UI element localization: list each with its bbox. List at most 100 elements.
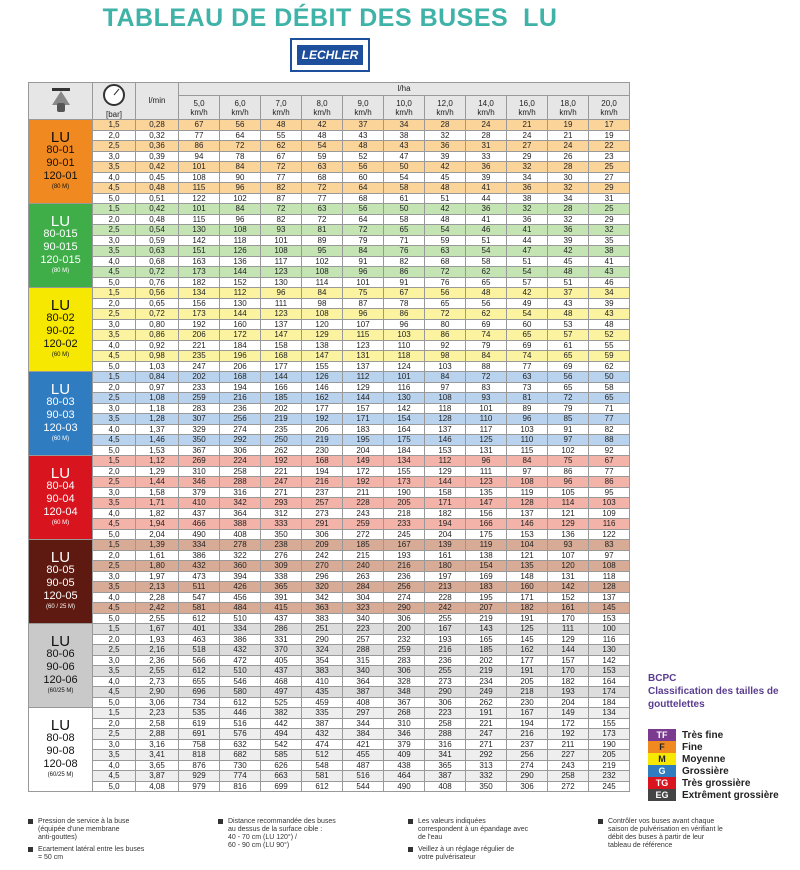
cell: 459 (301, 696, 343, 708)
cell: 205 (587, 749, 631, 761)
cell: 290 (424, 686, 466, 698)
cell: 221 (260, 465, 302, 477)
cell: 147 (465, 497, 507, 509)
cell: 84 (424, 371, 466, 383)
cell: 255 (424, 665, 466, 677)
cell: 169 (465, 570, 507, 582)
cell: 232 (587, 770, 631, 782)
cell: 3,0 (92, 402, 136, 414)
cell: 438 (383, 759, 425, 771)
cell: 139 (424, 539, 466, 551)
cell: 172 (547, 717, 589, 729)
cell: 24 (547, 140, 589, 152)
data-row: 2,5 2,88 691 576 494 432 384 346 288 247 216 192 173 (28, 728, 631, 740)
data-row: 4,0 2,28 547 456 391 342 304 274 228 195 171 152 137 (28, 591, 631, 603)
cell: 3,0 (92, 738, 136, 750)
cell: 56 (424, 287, 466, 299)
cell: 5,0 (92, 444, 136, 456)
cell: 286 (260, 623, 302, 635)
cell: 3,0 (92, 654, 136, 666)
cell: 1,5 (92, 119, 136, 131)
data-row: 3,0 2,36 566 472 405 354 315 283 236 202 177 157 142 (28, 654, 631, 666)
cell: 134 (383, 455, 425, 467)
cell: 328 (383, 675, 425, 687)
cell: 338 (260, 570, 302, 582)
cell: 4,0 (92, 171, 136, 183)
cell: 4,0 (92, 423, 136, 435)
cell: 190 (587, 738, 631, 750)
cell: 2,42 (135, 602, 179, 614)
cell: 123 (260, 308, 302, 320)
cell: 36 (424, 140, 466, 152)
data-row: LU 80-015 90-015 120-015 (80 M) 1,5 0,42 101 84 7… (28, 203, 631, 288)
cell: 137 (260, 318, 302, 330)
cell: 130 (383, 392, 425, 404)
flow-head: l/min (135, 82, 179, 120)
cell: 58 (587, 381, 631, 393)
cell: 67 (587, 455, 631, 467)
cell: 364 (219, 507, 261, 519)
nozzle-icon (28, 82, 93, 120)
cell: 24 (465, 119, 507, 131)
cell: 202 (178, 371, 220, 383)
cell: 3,5 (92, 581, 136, 593)
cell: 612 (301, 780, 343, 792)
cell: 59 (587, 350, 631, 362)
cell: 219 (465, 612, 507, 624)
cell: 0,45 (135, 171, 179, 183)
cell: 50 (383, 203, 425, 215)
cell: 387 (342, 686, 384, 698)
cell: 612 (219, 696, 261, 708)
cell: 1,39 (135, 539, 179, 551)
note-column: Les valeurs indiquées correspondent à un… (408, 818, 573, 866)
data-row: 5,0 2,04 490 408 350 306 272 245 204 175 153 136 122 (28, 528, 631, 540)
cell: 236 (424, 654, 466, 666)
cell: 316 (424, 738, 466, 750)
cell: 0,63 (135, 245, 179, 257)
cell: 86 (178, 140, 220, 152)
cell: 134 (587, 707, 631, 719)
cell: 547 (178, 591, 220, 603)
cell: 293 (260, 497, 302, 509)
nozzle-sub: (60/25 M) (47, 688, 74, 694)
cell: 48 (424, 213, 466, 225)
data-row: LU 80-05 90-05 120-05 (60 / 25 M) 1,5 1,39 334 2… (28, 539, 631, 624)
cell: 107 (547, 549, 589, 561)
cell: 367 (178, 444, 220, 456)
cell: 288 (219, 476, 261, 488)
nozzle-icon (51, 87, 70, 112)
cell: 236 (219, 402, 261, 414)
cell: 306 (424, 696, 466, 708)
cell: 182 (506, 602, 548, 614)
cell: 219 (260, 413, 302, 425)
cell: 194 (424, 518, 466, 530)
cell: 525 (260, 696, 302, 708)
cell: 128 (587, 581, 631, 593)
cell: 77 (301, 192, 343, 204)
cell: 95 (587, 486, 631, 498)
cell: 17 (587, 119, 631, 131)
cell: 65 (547, 350, 589, 362)
data-row: 3,5 0,42 101 84 72 63 56 50 42 36 32 28 25 (28, 161, 631, 173)
cell: 48 (587, 318, 631, 330)
nozzle-name: 120-08 (43, 758, 78, 770)
cell: 247 (465, 728, 507, 740)
cell: 93 (547, 539, 589, 551)
nozzle-name: LU (50, 465, 71, 482)
cell: 57 (547, 329, 589, 341)
cell: 39 (424, 150, 466, 162)
cell: 137 (506, 507, 548, 519)
cell: 94 (178, 150, 220, 162)
cell: 466 (178, 518, 220, 530)
cell: 350 (178, 434, 220, 446)
legend-item: EG Extrêment grossière (648, 789, 798, 801)
gauge-icon (103, 84, 125, 106)
cell: 290 (506, 770, 548, 782)
legend-code: F (648, 741, 676, 753)
cell: 41 (465, 213, 507, 225)
cell: 76 (383, 245, 425, 257)
cell: 98 (424, 350, 466, 362)
cell: 125 (506, 623, 548, 635)
cell: 211 (547, 738, 589, 750)
cell: 197 (424, 570, 466, 582)
